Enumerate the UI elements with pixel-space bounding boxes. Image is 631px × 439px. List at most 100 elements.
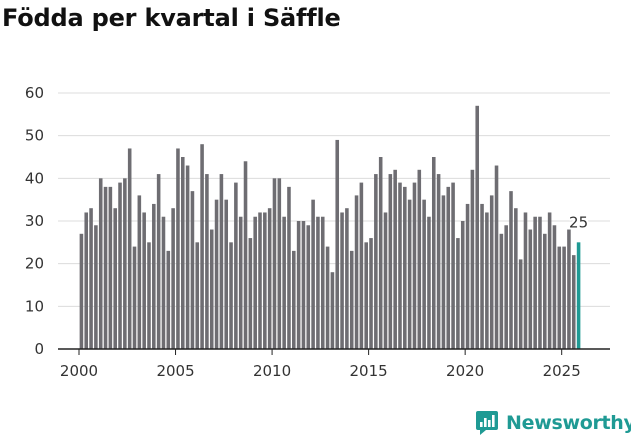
bar-2010-q4 [287, 186, 291, 349]
x-tick-label-2025: 2025 [543, 362, 581, 380]
bar-2016-q4 [403, 186, 407, 349]
bar-2020-q4 [480, 203, 484, 349]
bar-2017-q1 [407, 199, 412, 349]
bar-2020-q2 [470, 169, 475, 349]
x-tick-label-2000: 2000 [60, 362, 98, 380]
bar-2009-q1 [253, 216, 257, 349]
bar-2017-q3 [417, 169, 422, 349]
x-tick-label-2015: 2015 [350, 362, 388, 380]
bar-2000-q4 [94, 225, 98, 349]
bar-2007-q2 [219, 174, 224, 349]
bar-2015-q4 [383, 212, 388, 349]
bar-2003-q1 [137, 195, 142, 349]
bar-2000-q1 [79, 233, 84, 349]
bar-2014-q3 [359, 182, 364, 349]
bar-2018-q3 [436, 174, 441, 349]
bar-2000-q2 [84, 212, 89, 349]
bar-2004-q1 [156, 174, 161, 349]
bar-2004-q4 [171, 208, 175, 349]
bar-2003-q4 [152, 203, 156, 349]
bar-2010-q2 [277, 178, 282, 349]
bar-2003-q3 [147, 242, 151, 349]
bar-2013-q1 [330, 272, 335, 349]
bar-2004-q2 [161, 216, 166, 349]
bar-2019-q2 [451, 182, 455, 349]
bar-2001-q3 [108, 186, 113, 349]
y-tick-label-10: 10 [25, 297, 44, 315]
bar-2022-q2 [509, 191, 513, 349]
bar-2011-q4 [306, 225, 311, 349]
last-value-label: 25 [569, 213, 588, 231]
bar-2013-q3 [340, 212, 344, 349]
bar-2008-q1 [234, 182, 238, 349]
bar-2012-q2 [316, 216, 320, 349]
last-value-label-halo: 25 [569, 213, 588, 231]
y-tick-label-0: 0 [34, 340, 44, 358]
bar-2001-q2 [103, 186, 108, 349]
bar-2006-q2 [200, 144, 204, 349]
bar-2015-q3 [378, 157, 383, 349]
bar-2018-q4 [441, 195, 446, 349]
bar-2005-q3 [185, 165, 190, 349]
bar-2025-q3 [571, 255, 576, 349]
bar-2020-q1 [465, 203, 470, 349]
bar-2019-q3 [456, 238, 460, 349]
bar-2014-q1 [349, 250, 354, 349]
bar-2018-q1 [427, 216, 431, 349]
bar-2004-q3 [166, 250, 171, 349]
bar-2008-q2 [238, 216, 243, 349]
bar-2005-q4 [190, 191, 195, 349]
y-tick-label-50: 50 [25, 127, 44, 145]
bar-2010-q3 [282, 216, 286, 349]
bar-2005-q2 [180, 157, 185, 349]
bar-2024-q2 [547, 212, 552, 349]
bar-2012-q3 [320, 216, 325, 349]
bar-2002-q2 [123, 178, 127, 349]
bar-2017-q4 [422, 199, 426, 349]
bar-2022-q3 [514, 208, 518, 349]
bar-2003-q2 [142, 212, 146, 349]
bar-2005-q1 [176, 148, 180, 349]
bar-2009-q3 [263, 212, 267, 349]
bar-2025-q1 [562, 246, 566, 349]
bar-2019-q4 [460, 221, 465, 349]
y-tick-label-60: 60 [25, 84, 44, 102]
bar-2013-q4 [345, 208, 349, 349]
y-tick-label-20: 20 [25, 255, 44, 273]
bar-2024-q3 [552, 225, 557, 349]
bar-2008-q3 [243, 161, 248, 349]
y-tick-label-30: 30 [25, 212, 44, 230]
bar-2023-q4 [538, 216, 542, 349]
bar-2023-q2 [528, 229, 533, 349]
bar-2023-q1 [523, 212, 528, 349]
bar-2025-q4 [576, 242, 581, 349]
bar-2006-q3 [205, 174, 209, 349]
x-tick-label-2005: 2005 [156, 362, 194, 380]
bar-2018-q2 [431, 157, 436, 349]
bar-2017-q2 [412, 182, 417, 349]
x-tick-label-2020: 2020 [446, 362, 484, 380]
bar-2021-q4 [499, 233, 504, 349]
bar-2015-q2 [374, 174, 378, 349]
bar-2007-q1 [214, 199, 219, 349]
bar-2012-q1 [311, 199, 315, 349]
bar-2016-q3 [398, 182, 402, 349]
bar-2007-q4 [229, 242, 233, 349]
bar-2002-q4 [132, 246, 137, 349]
x-tick-label-2010: 2010 [253, 362, 291, 380]
bar-2021-q2 [489, 195, 494, 349]
bar-2002-q3 [127, 148, 132, 349]
bar-2019-q1 [446, 186, 451, 349]
bar-2021-q1 [485, 212, 489, 349]
bar-2008-q4 [248, 238, 253, 349]
bar-2009-q2 [258, 212, 262, 349]
bar-2010-q1 [272, 178, 277, 349]
bar-2020-q3 [475, 105, 480, 349]
bar-2015-q1 [369, 238, 373, 349]
bar-2016-q2 [393, 169, 397, 349]
bar-2006-q1 [195, 242, 200, 349]
bar-2023-q3 [533, 216, 537, 349]
bar-2002-q1 [118, 182, 122, 349]
bar-2024-q1 [543, 233, 547, 349]
bar-2014-q2 [354, 195, 359, 349]
